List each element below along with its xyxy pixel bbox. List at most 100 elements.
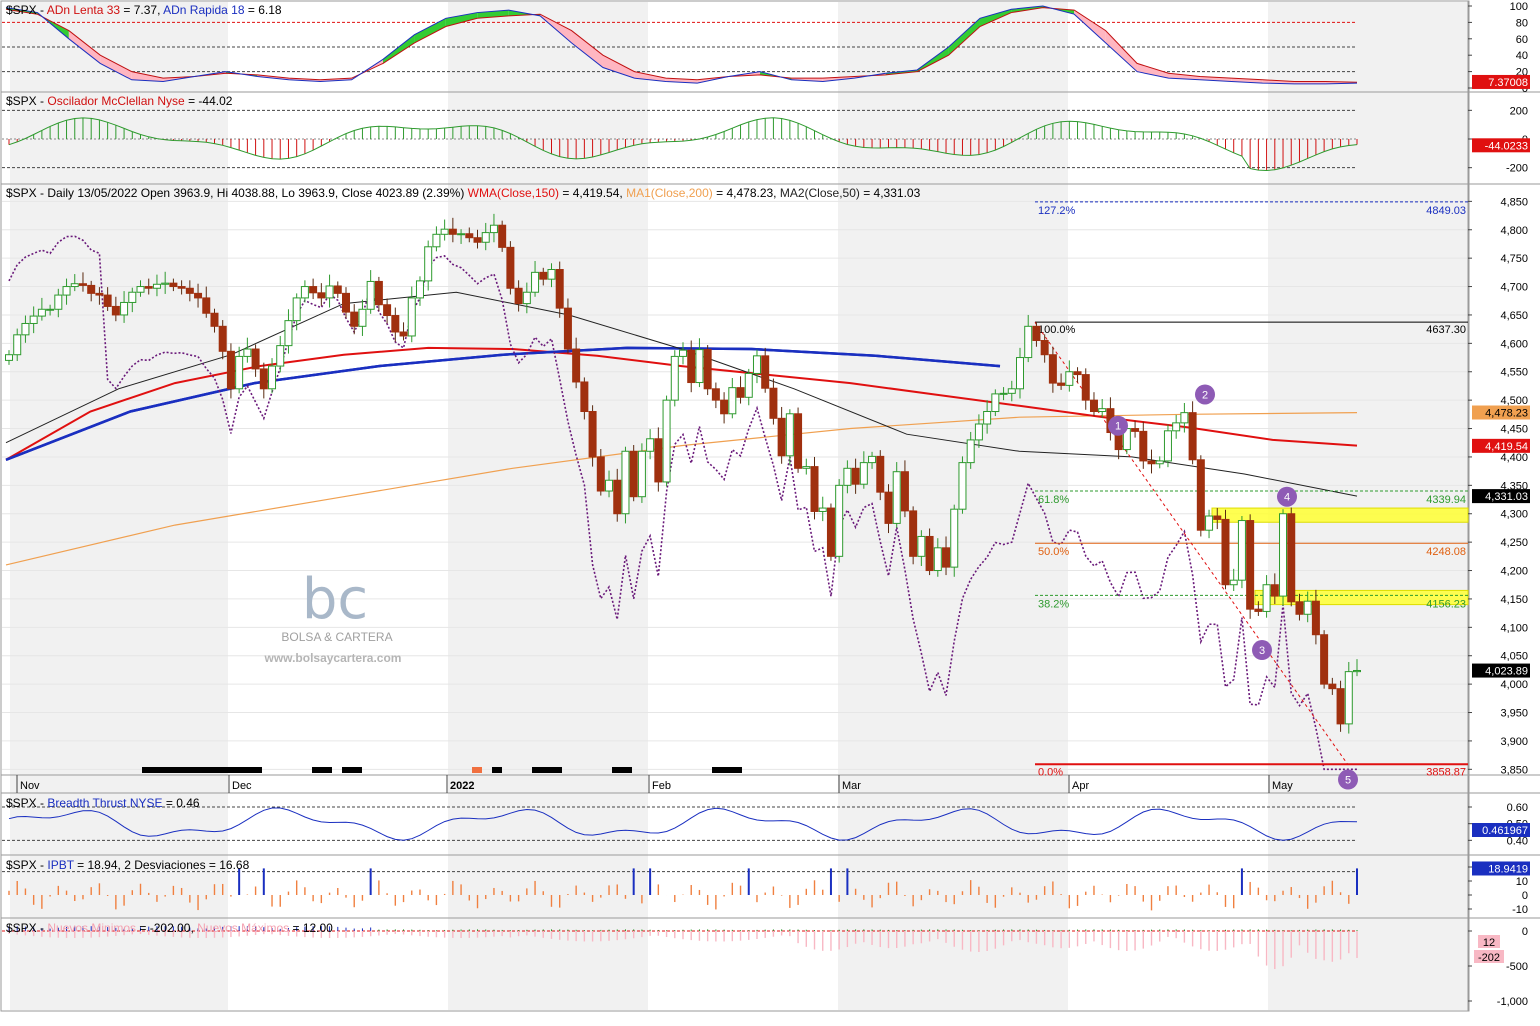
candle-body (1057, 382, 1066, 386)
candle-body (769, 387, 778, 419)
wave-badge (1108, 415, 1128, 436)
y-tick-label: 4,850 (1500, 196, 1528, 208)
y-tick-label: -200 (1506, 163, 1528, 175)
candle-body (580, 381, 589, 413)
candle-body (868, 455, 877, 464)
candle-body (777, 417, 786, 457)
candle-body (670, 355, 679, 401)
value-badge-text: 4,331.03 (1485, 491, 1528, 503)
candle-body (374, 280, 383, 306)
candle-body (37, 308, 46, 317)
y-tick-label: 200 (1510, 105, 1528, 117)
candle-body (1016, 357, 1024, 390)
date-marker (312, 767, 332, 773)
fib-value: 4248.08 (1426, 546, 1466, 558)
panel3-title: $SPX - Daily 13/05/2022 Open 3963.9, Hi … (6, 186, 921, 200)
candle-body (103, 294, 112, 307)
breadth-dotted-line (8, 235, 1357, 771)
candle-body (350, 311, 359, 327)
candle-body (1311, 600, 1320, 636)
candle-body (473, 237, 482, 243)
candle-body (876, 455, 885, 493)
adn-fast-line (5, 5, 1358, 85)
candle-body (1295, 601, 1304, 615)
y-tick-label: 4,050 (1500, 651, 1528, 663)
candle-body (991, 393, 1000, 413)
candle-body (613, 479, 622, 515)
panel-breadth-thrust (2, 806, 1358, 841)
panel2-title: $SPX - Oscilador McClellan Nyse = -44.02 (6, 94, 233, 108)
candle-body (1344, 671, 1353, 725)
wave-badge (1252, 640, 1272, 661)
candle-body (785, 413, 794, 457)
candle-body (1213, 515, 1222, 520)
month-shade (838, 2, 1068, 1010)
candle-body (646, 438, 655, 452)
fib-label: 38.2% (1038, 598, 1069, 610)
candle-body (1089, 399, 1098, 413)
y-tick-label: -1,000 (1497, 996, 1528, 1008)
candle-body (637, 450, 646, 498)
value-badge (1472, 74, 1530, 89)
candle-body (1196, 459, 1205, 531)
y-tick-label: 4,150 (1500, 594, 1528, 606)
y-tick-label: 4,400 (1500, 452, 1528, 464)
y-tick-label: 0.40 (1507, 835, 1528, 847)
y-tick-label: 0 (1522, 926, 1528, 938)
panel5-title: $SPX - IPBT = 18.94, 2 Desviaciones = 16… (6, 858, 250, 872)
candle-body (752, 355, 761, 374)
x-tick-label: Nov (20, 780, 40, 792)
value-badge (1472, 405, 1530, 420)
date-marker (492, 767, 502, 773)
x-tick-label: Dec (232, 780, 252, 792)
candle-body (835, 484, 844, 557)
fib-value: 4339.94 (1426, 494, 1466, 506)
candle-body (448, 228, 457, 235)
adn-fill (571, 30, 603, 68)
candle-body (892, 471, 901, 524)
adn-fill (1074, 10, 1106, 43)
candle-body (292, 297, 301, 322)
y-tick-label: 0 (1522, 890, 1528, 902)
candle-body (506, 246, 515, 289)
candle-body (432, 233, 441, 248)
candle-body (596, 456, 605, 492)
fib-value: 4849.03 (1426, 205, 1466, 217)
candle-body (958, 462, 967, 510)
value-badge (1472, 823, 1530, 837)
adn-fill (1294, 81, 1326, 84)
candle-body (859, 462, 868, 485)
adn-fill (414, 18, 446, 43)
fib-label: 0.0% (1038, 766, 1063, 778)
candle-body (358, 308, 367, 327)
adn-fill (1137, 63, 1169, 79)
candle-body (62, 286, 71, 296)
wave-badge (1277, 486, 1297, 507)
candle-body (563, 307, 572, 350)
y-tick-label: 0 (1522, 83, 1528, 95)
candle-body (818, 507, 827, 512)
candle-body (1320, 634, 1329, 685)
candle-body (342, 292, 350, 313)
candle-body (87, 284, 96, 294)
adn-fill (665, 78, 698, 84)
y-tick-label: -500 (1506, 961, 1528, 973)
candle-body (884, 491, 893, 524)
candle-body (136, 286, 145, 293)
candle-body (687, 349, 696, 384)
candle-body (942, 547, 951, 568)
candle-body (276, 345, 285, 367)
candle-body (720, 399, 729, 415)
candle-body (235, 355, 244, 390)
candle-body (391, 315, 400, 333)
candle-body (1180, 412, 1189, 424)
candle-body (300, 286, 309, 299)
candle-body (1188, 412, 1197, 461)
x-tick-label: Mar (842, 780, 861, 792)
candle-body (695, 349, 704, 384)
candle-body (1024, 325, 1033, 359)
y-tick-label: 40 (1516, 50, 1528, 62)
candle-body (736, 387, 745, 398)
